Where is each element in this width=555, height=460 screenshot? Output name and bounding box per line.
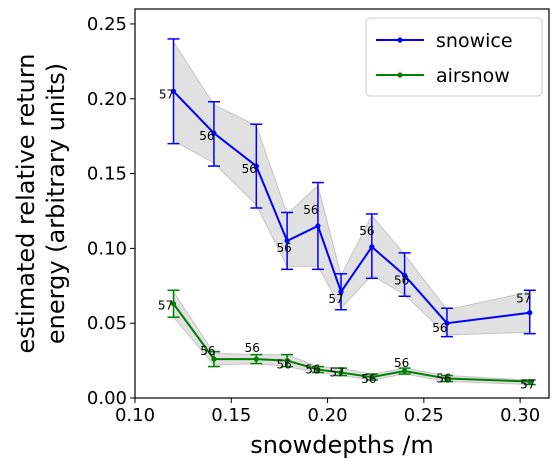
series-lines <box>172 90 530 383</box>
y-axis-ticks: 0.00 0.05 0.10 0.15 0.20 0.25 <box>87 14 135 409</box>
snowice-point-4 <box>315 223 321 229</box>
airsnow-point-0 <box>170 301 177 307</box>
y-axis-label-line-1: energy (arbitrary units) <box>42 63 70 344</box>
snowice-point-9 <box>527 310 533 316</box>
y-tick-label-3: 0.15 <box>87 164 127 185</box>
airsnow-point-1 <box>211 356 217 362</box>
count-labels: 57 56 56 56 56 57 56 56 56 57 57 56 56 56 56 57 56 56 56 57 <box>158 87 536 391</box>
y-tick-label-4: 0.20 <box>87 89 127 110</box>
legend-label-airsnow: airsnow <box>436 65 510 87</box>
y-axis-label: estimated relative return energy (arbitra… <box>12 53 70 353</box>
airsnow-count-label-9: 57 <box>520 378 535 392</box>
snowice-count-label-7: 56 <box>394 273 409 287</box>
snowice-count-label-3: 56 <box>276 241 291 255</box>
snowice-count-label-8: 56 <box>432 321 447 335</box>
airsnow-point-4 <box>315 366 321 373</box>
airsnow-count-label-8: 56 <box>436 372 451 386</box>
snowice-point-8 <box>444 320 450 326</box>
y-tick-label-0: 0.00 <box>87 388 127 409</box>
y-tick-label-2: 0.10 <box>87 238 127 259</box>
y-tick-label-5: 0.25 <box>87 14 127 35</box>
snowice-point-6 <box>369 244 375 250</box>
snowice-point-7 <box>401 272 408 278</box>
x-axis-label: snowdepths /m <box>250 431 433 459</box>
x-axis-ticks: 0.10 0.15 0.20 0.25 0.30 <box>115 398 540 426</box>
airsnow-point-7 <box>401 368 408 374</box>
snowice-count-label-1: 56 <box>199 129 214 143</box>
airsnow-point-5 <box>338 369 344 376</box>
airsnow-point-3 <box>284 357 290 364</box>
x-tick-label-1: 0.15 <box>211 405 251 426</box>
series-points <box>170 88 533 385</box>
legend-box <box>365 17 543 97</box>
plot-frame <box>134 8 550 399</box>
snowice-line <box>172 90 530 325</box>
legend-marker-snowice <box>397 37 403 43</box>
snowice-point-0 <box>170 88 177 94</box>
legend-marker-airsnow <box>397 72 403 78</box>
snowice-point-3 <box>284 238 290 244</box>
snowice-count-label-4: 56 <box>303 203 318 217</box>
legend-label-snowice: snowice <box>436 30 513 52</box>
x-tick-label-4: 0.30 <box>500 405 540 426</box>
airsnow-point-9 <box>527 378 533 385</box>
y-tick-label-1: 0.05 <box>87 313 127 334</box>
airsnow-line <box>172 303 530 383</box>
y-axis-label-line-0: estimated relative return <box>12 53 40 353</box>
airsnow-point-8 <box>444 375 450 382</box>
snowice-point-5 <box>338 289 344 295</box>
airsnow-count-label-5: 57 <box>329 366 344 380</box>
airsnow-count-label-6: 56 <box>361 372 376 386</box>
x-tick-label-3: 0.25 <box>404 405 444 426</box>
snowice-count-label-0: 57 <box>159 87 174 101</box>
legend: snowice airsnow <box>365 17 543 97</box>
airsnow-count-label-7: 56 <box>394 356 409 370</box>
snowice-count-label-9: 57 <box>516 292 531 306</box>
snowice-point-1 <box>211 130 217 136</box>
snowice-count-label-2: 56 <box>242 162 257 176</box>
snowice-count-label-6: 56 <box>359 224 374 238</box>
x-tick-label-2: 0.20 <box>308 405 348 426</box>
airsnow-point-2 <box>253 356 259 362</box>
snowice-point-2 <box>253 163 259 169</box>
airsnow-count-label-0: 57 <box>158 299 173 313</box>
airsnow-point-6 <box>369 374 375 380</box>
airsnow-count-label-3: 56 <box>276 358 291 372</box>
x-tick-label-0: 0.10 <box>115 405 155 426</box>
airsnow-count-label-4: 56 <box>305 363 320 377</box>
airsnow-count-label-2: 56 <box>245 341 260 355</box>
snowice-count-label-5: 57 <box>328 292 343 306</box>
airsnow-count-label-1: 56 <box>200 344 215 358</box>
